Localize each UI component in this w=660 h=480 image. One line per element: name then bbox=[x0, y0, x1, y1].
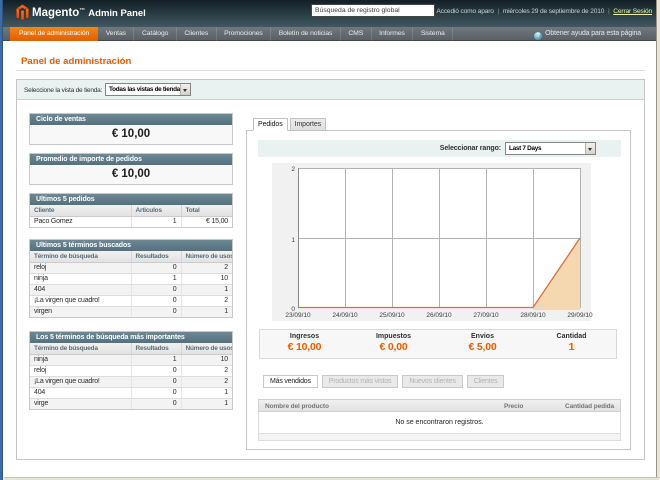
svg-text:23/09/10: 23/09/10 bbox=[285, 312, 311, 319]
svg-text:29/09/10: 29/09/10 bbox=[567, 312, 593, 319]
svg-text:2: 2 bbox=[291, 166, 295, 173]
svg-text:24/09/10: 24/09/10 bbox=[332, 312, 358, 319]
svg-text:26/09/10: 26/09/10 bbox=[426, 312, 452, 319]
svg-text:27/09/10: 27/09/10 bbox=[473, 312, 499, 319]
svg-text:0: 0 bbox=[291, 306, 295, 313]
svg-text:25/09/10: 25/09/10 bbox=[379, 312, 405, 319]
svg-text:28/09/10: 28/09/10 bbox=[520, 312, 546, 319]
svg-text:1: 1 bbox=[291, 237, 295, 244]
